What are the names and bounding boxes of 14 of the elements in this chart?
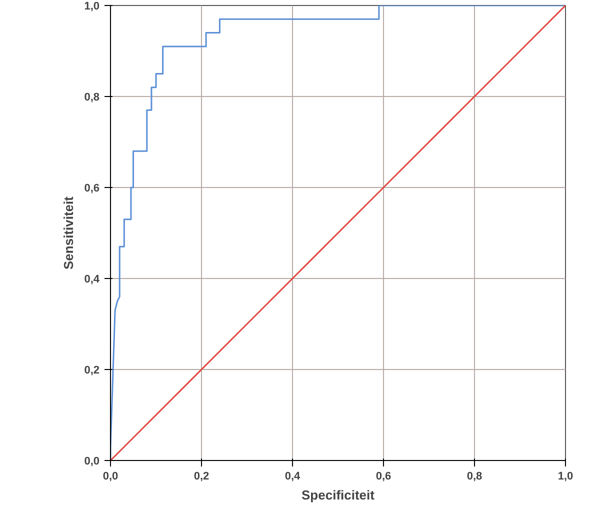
y-axis-title: Sensitiviteit [61, 196, 76, 270]
x-tick-label: 1,0 [558, 470, 574, 482]
x-axis-title: Specificiteit [302, 488, 376, 502]
x-tick-label: 0,8 [466, 470, 482, 482]
y-tick-label: 1,0 [84, 0, 100, 12]
y-tick-label: 0,8 [84, 92, 100, 104]
x-tick-label: 0,6 [376, 470, 392, 482]
x-tick-label: 0,2 [194, 470, 210, 482]
y-tick-label: 0,6 [84, 182, 100, 194]
x-tick-label: 0,4 [284, 470, 302, 482]
y-tick-label: 0,0 [84, 456, 100, 468]
x-tick-label: 0,0 [102, 470, 118, 482]
y-tick-label: 0,4 [84, 274, 100, 286]
y-tick-label: 0,2 [84, 364, 100, 376]
